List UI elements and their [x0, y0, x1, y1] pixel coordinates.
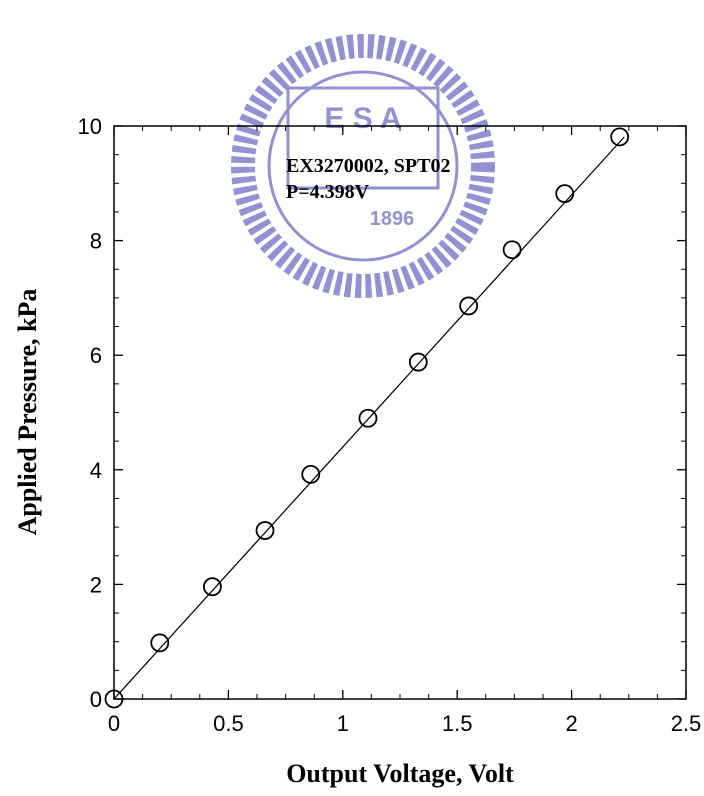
data-point: [408, 352, 428, 372]
data-point: [459, 296, 479, 316]
data-point: [150, 633, 170, 653]
x-tick-label: 1: [337, 711, 349, 736]
x-tick-label: 2: [565, 711, 577, 736]
data-point: [502, 240, 522, 260]
data-point: [255, 521, 275, 540]
seal-year: 1896: [370, 208, 415, 230]
data-point: [555, 184, 575, 204]
y-axis-title: Applied Pressure, kPa: [13, 289, 42, 536]
annotation-fit-equation: P=4.398V: [286, 181, 370, 203]
data-point: [610, 127, 630, 147]
y-tick-label: 6: [90, 343, 102, 368]
y-tick-label: 8: [90, 229, 102, 254]
data-point: [301, 464, 321, 484]
data-point: [104, 689, 124, 709]
x-axis-title: Output Voltage, Volt: [286, 759, 514, 788]
data-point: [202, 577, 222, 597]
seal-letters: E S A: [324, 102, 401, 135]
x-tick-label: 0: [108, 711, 120, 736]
y-axis-ticks: 0 2 4 6 8 10: [78, 114, 686, 712]
y-tick-label: 4: [90, 458, 102, 483]
y-tick-label: 2: [90, 572, 102, 597]
x-axis-ticks: 0 0.5 1 1.5 2 2.5: [108, 126, 701, 736]
data-points: [104, 127, 630, 709]
seal-emblem-box: [286, 86, 440, 190]
x-tick-label: 0.5: [213, 711, 244, 736]
seal-ring: [231, 34, 495, 298]
y-tick-label: 0: [90, 687, 102, 712]
x-tick-label: 1.5: [442, 711, 473, 736]
data-point: [358, 408, 378, 428]
y-tick-label: 10: [78, 114, 102, 139]
x-tick-label: 2.5: [671, 711, 702, 736]
university-seal-watermark: E S A 1896: [231, 34, 495, 298]
fit-line: [113, 136, 625, 700]
fit-line-layer: [113, 136, 625, 700]
seal-inner-circle: [267, 70, 459, 262]
annotation-sensor-id: EX3270002, SPT02: [286, 155, 450, 177]
